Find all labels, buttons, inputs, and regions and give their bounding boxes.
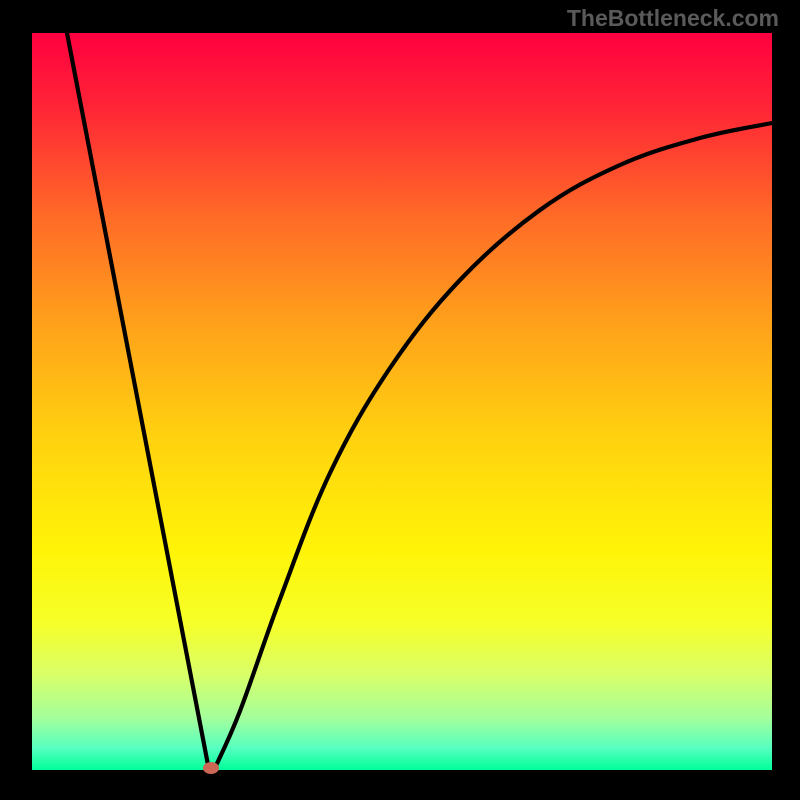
minimum-marker xyxy=(203,762,219,774)
curve-layer xyxy=(0,0,800,800)
chart-container: TheBottleneck.com xyxy=(0,0,800,800)
bottleneck-curve xyxy=(67,33,772,770)
watermark-text: TheBottleneck.com xyxy=(567,5,779,32)
